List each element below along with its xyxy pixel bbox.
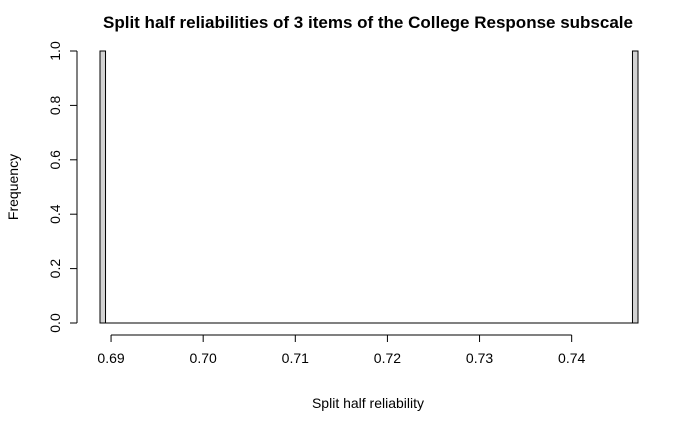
x-axis-label: Split half reliability xyxy=(312,395,424,411)
y-tick-label-0: 0.0 xyxy=(47,313,63,333)
histogram-bar-0 xyxy=(99,50,107,324)
chart-title: Split half reliabilities of 3 items of t… xyxy=(103,13,633,32)
y-axis-label: Frequency xyxy=(5,154,21,220)
histogram-bar-2 xyxy=(631,50,639,324)
x-tick-label-2: 0.71 xyxy=(282,350,309,366)
y-tick-label-4: 0.8 xyxy=(47,95,63,115)
x-axis: 0.69 0.70 0.71 0.72 0.73 0.74 xyxy=(97,334,586,366)
x-tick-label-4: 0.73 xyxy=(466,350,493,366)
y-tick-label-2: 0.4 xyxy=(47,204,63,224)
x-tick-label-5: 0.74 xyxy=(558,350,585,366)
bars-group xyxy=(99,50,639,324)
x-tick-label-3: 0.72 xyxy=(374,350,401,366)
y-axis: 0.0 0.2 0.4 0.6 0.8 1.0 xyxy=(47,41,78,333)
x-tick-label-0: 0.69 xyxy=(97,350,124,366)
y-tick-label-3: 0.6 xyxy=(47,150,63,170)
y-tick-label-1: 0.2 xyxy=(47,259,63,279)
y-tick-label-5: 1.0 xyxy=(47,41,63,61)
x-tick-label-1: 0.70 xyxy=(190,350,217,366)
